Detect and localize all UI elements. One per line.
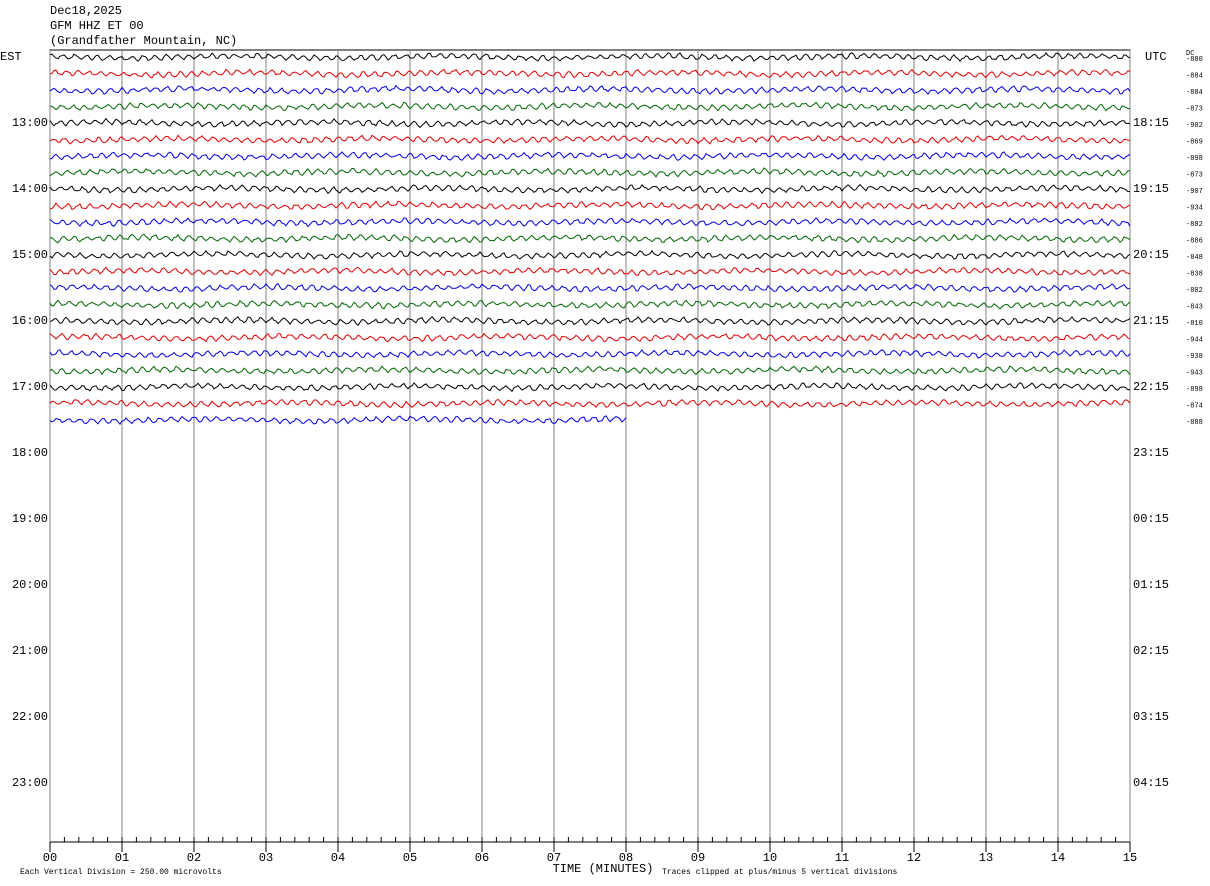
right-time-label: 04:15 [1133,776,1169,790]
dc-value: -888 [1186,419,1203,427]
trace [49,117,1131,129]
trace [49,283,1131,293]
scale-note: Each Vertical Division = 250.00 microvol… [20,868,222,877]
x-tick-label: 03 [259,851,273,865]
trace [49,167,1131,178]
left-time-label: 18:00 [12,446,48,460]
dc-value: -843 [1186,303,1203,311]
left-axis-label: EST [0,50,22,64]
trace [49,348,1131,359]
trace [49,398,1131,409]
dc-value: -873 [1186,171,1203,179]
trace [49,52,1131,63]
station: GFM HHZ ET 00 [50,19,144,33]
dc-value: -886 [1186,237,1203,245]
dc-value: -810 [1186,320,1203,328]
trace [49,183,1131,195]
dc-value: -943 [1186,369,1203,377]
trace [49,382,1131,393]
trace [49,415,627,426]
location: (Grandfather Mountain, NC) [50,34,237,48]
clip-note: Traces clipped at plus/minus 5 vertical … [662,868,897,877]
right-time-label: 21:15 [1133,314,1169,328]
dc-value: -938 [1186,353,1203,361]
x-tick-label: 10 [763,851,777,865]
dc-value: -898 [1186,155,1203,163]
trace [49,151,1131,162]
trace [49,316,1131,326]
left-time-label: 13:00 [12,116,48,130]
date: Dec18,2025 [50,4,122,18]
right-time-label: 19:15 [1133,182,1169,196]
right-time-label: 00:15 [1133,512,1169,526]
right-time-label: 03:15 [1133,710,1169,724]
right-time-label: 22:15 [1133,380,1169,394]
dc-value: -907 [1186,188,1203,196]
right-time-label: 02:15 [1133,644,1169,658]
left-time-label: 19:00 [12,512,48,526]
trace [49,266,1131,277]
plot-frame [49,49,1131,843]
x-tick-label: 13 [979,851,993,865]
left-time-label: 22:00 [12,710,48,724]
trace [49,68,1131,79]
dc-value: -898 [1186,386,1203,394]
x-tick-label: 08 [619,851,633,865]
dc-value: -902 [1186,122,1203,130]
dc-value: -944 [1186,336,1203,344]
x-tick-label: 11 [835,851,849,865]
trace [49,249,1131,260]
trace [49,134,1131,145]
right-time-label: 20:15 [1133,248,1169,262]
dc-value: -838 [1186,270,1203,278]
x-tick-label: 01 [115,851,129,865]
left-time-label: 15:00 [12,248,48,262]
trace [49,233,1131,244]
x-tick-label: 15 [1123,851,1137,865]
dc-value: -869 [1186,138,1203,146]
right-time-label: 18:15 [1133,116,1169,130]
x-tick-label: 00 [43,851,57,865]
x-axis-label: TIME (MINUTES) [553,862,654,876]
dc-value: -884 [1186,72,1203,80]
dc-value: -884 [1186,89,1203,97]
dc-value: -874 [1186,402,1203,410]
dc-value: -848 [1186,254,1203,262]
trace [49,332,1131,343]
left-time-label: 23:00 [12,776,48,790]
dc-value: -882 [1186,221,1203,229]
left-time-label: 20:00 [12,578,48,592]
trace [49,84,1131,95]
x-tick-label: 07 [547,851,561,865]
x-tick-label: 12 [907,851,921,865]
right-time-label: 01:15 [1133,578,1169,592]
x-tick-label: 09 [691,851,705,865]
dc-value: -934 [1186,204,1203,212]
left-time-label: 21:00 [12,644,48,658]
x-tick-label: 06 [475,851,489,865]
left-time-label: 17:00 [12,380,48,394]
dc-value: -802 [1186,287,1203,295]
trace [49,299,1131,310]
dc-value: -880 [1186,56,1203,64]
x-tick-label: 14 [1051,851,1065,865]
x-tick-label: 02 [187,851,201,865]
left-time-label: 16:00 [12,314,48,328]
x-tick-label: 05 [403,851,417,865]
trace [49,200,1131,211]
trace [49,365,1131,376]
right-axis-label: UTC [1145,50,1167,64]
left-time-label: 14:00 [12,182,48,196]
dc-label: DC [1186,50,1194,58]
dc-value: -873 [1186,105,1203,113]
trace [50,101,1131,112]
trace [49,217,1131,228]
x-tick-label: 04 [331,851,345,865]
right-time-label: 23:15 [1133,446,1169,460]
